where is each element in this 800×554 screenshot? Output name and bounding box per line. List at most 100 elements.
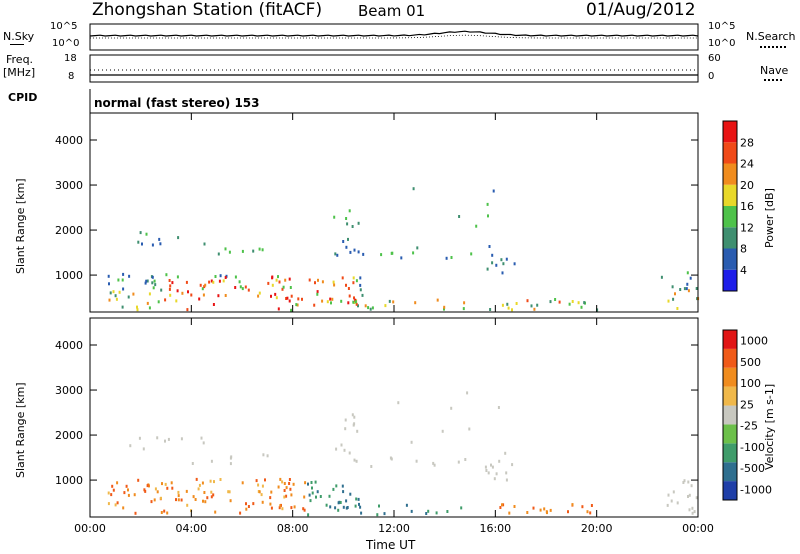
heatmap-cell bbox=[326, 300, 329, 304]
heatmap-cell bbox=[270, 294, 272, 298]
heatmap-cell bbox=[532, 506, 535, 510]
heatmap-cell bbox=[507, 306, 510, 310]
heatmap-cell bbox=[158, 237, 161, 241]
heatmap-cell bbox=[351, 225, 354, 228]
heatmap-cell bbox=[157, 300, 160, 304]
heatmap-cell bbox=[114, 294, 117, 298]
heatmap-cell bbox=[143, 488, 146, 492]
heatmap-cell bbox=[352, 276, 355, 280]
heatmap-cell bbox=[219, 478, 222, 481]
heatmap-cell bbox=[334, 506, 337, 510]
heatmap-cell bbox=[210, 490, 213, 494]
heatmap-cell bbox=[288, 299, 291, 303]
heatmap-cell bbox=[244, 285, 247, 289]
heatmap-cell bbox=[660, 275, 663, 279]
noise-tick-low: 10^0 bbox=[52, 38, 80, 49]
heatmap-cell bbox=[295, 303, 298, 307]
nave-tick-low: 0 bbox=[708, 71, 715, 82]
heatmap-cell bbox=[345, 245, 348, 249]
heatmap-cell bbox=[397, 401, 400, 405]
heatmap-cell bbox=[203, 491, 206, 494]
heatmap-cell bbox=[137, 478, 140, 482]
heatmap-cell bbox=[511, 463, 514, 467]
heatmap-cell bbox=[342, 240, 345, 243]
heatmap-cell bbox=[210, 279, 213, 283]
heatmap-cell bbox=[321, 280, 324, 284]
heatmap-cell bbox=[261, 248, 264, 252]
x-tick-label: 00:00 bbox=[74, 522, 106, 535]
heatmap-cell bbox=[359, 505, 362, 509]
noise-tick-high: 10^5 bbox=[50, 21, 78, 32]
colorbar-segment bbox=[723, 206, 737, 228]
heatmap-cell bbox=[314, 480, 317, 484]
heatmap-cell bbox=[337, 508, 340, 512]
heatmap-cell bbox=[180, 437, 183, 441]
heatmap-cell bbox=[234, 286, 237, 289]
heatmap-cell bbox=[392, 300, 395, 304]
heatmap-cell bbox=[400, 256, 403, 260]
heatmap-cell bbox=[337, 501, 340, 505]
heatmap-cell bbox=[114, 503, 117, 507]
nsearch-legend-line bbox=[760, 46, 786, 48]
heatmap-cell bbox=[201, 481, 204, 485]
heatmap-cell bbox=[269, 502, 272, 506]
heatmap-cell bbox=[336, 253, 339, 257]
heatmap-cell bbox=[123, 491, 126, 495]
heatmap-cell bbox=[202, 293, 205, 297]
colorbar-tick-label: 28 bbox=[740, 136, 754, 149]
colorbar-segment bbox=[723, 248, 737, 270]
heatmap-cell bbox=[217, 294, 220, 298]
heatmap-cell bbox=[175, 299, 178, 303]
heatmap-cell bbox=[264, 478, 266, 482]
heatmap-cell bbox=[445, 256, 448, 260]
velocity-y-ticks: 1000 2000 3000 4000 bbox=[55, 339, 698, 487]
colorbar-segment bbox=[723, 386, 737, 406]
heatmap-cell bbox=[341, 276, 344, 280]
colorbar-tick-label: -100 bbox=[740, 441, 765, 454]
heatmap-cell bbox=[344, 418, 347, 422]
heatmap-cell bbox=[486, 267, 489, 271]
heatmap-cell bbox=[166, 511, 169, 515]
heatmap-cell bbox=[412, 187, 415, 191]
heatmap-cell bbox=[348, 451, 351, 455]
heatmap-cell bbox=[667, 299, 670, 303]
heatmap-cell bbox=[303, 495, 306, 499]
heatmap-cell bbox=[347, 237, 349, 241]
heatmap-cell bbox=[345, 499, 348, 503]
heatmap-cell bbox=[676, 501, 679, 505]
heatmap-cell bbox=[498, 459, 501, 463]
heatmap-cell bbox=[224, 247, 227, 251]
heatmap-cell bbox=[112, 488, 115, 492]
heatmap-cell bbox=[108, 282, 110, 286]
y-tick-label: 3000 bbox=[55, 384, 83, 397]
heatmap-cell bbox=[177, 494, 180, 498]
heatmap-cell bbox=[110, 493, 113, 497]
heatmap-cell bbox=[151, 275, 154, 279]
heatmap-cell bbox=[186, 503, 189, 507]
heatmap-cell bbox=[690, 484, 693, 488]
heatmap-cell bbox=[201, 287, 204, 291]
heatmap-cell bbox=[345, 506, 348, 510]
heatmap-cell bbox=[270, 490, 273, 494]
heatmap-cell bbox=[303, 508, 306, 512]
heatmap-cell bbox=[204, 283, 207, 287]
heatmap-cell bbox=[526, 511, 529, 514]
heatmap-cell bbox=[492, 189, 495, 193]
heatmap-cell bbox=[187, 290, 189, 294]
heatmap-cell bbox=[450, 256, 453, 259]
heatmap-cell bbox=[121, 278, 124, 282]
heatmap-cell bbox=[161, 482, 163, 486]
heatmap-cell bbox=[432, 461, 435, 465]
heatmap-cell bbox=[117, 278, 120, 282]
heatmap-cell bbox=[194, 498, 197, 501]
heatmap-cell bbox=[112, 290, 115, 294]
heatmap-cell bbox=[292, 482, 295, 486]
x-ticks: 00:00 04:00 08:00 12:00 16:00 20:00 00:00 bbox=[74, 113, 714, 535]
heatmap-cell bbox=[247, 288, 250, 292]
noise-tick-high-right: 10^5 bbox=[708, 21, 736, 32]
heatmap-cell bbox=[202, 441, 205, 445]
heatmap-cell bbox=[416, 246, 419, 250]
heatmap-cell bbox=[146, 484, 149, 488]
heatmap-cell bbox=[156, 436, 159, 440]
heatmap-cell bbox=[672, 297, 675, 301]
